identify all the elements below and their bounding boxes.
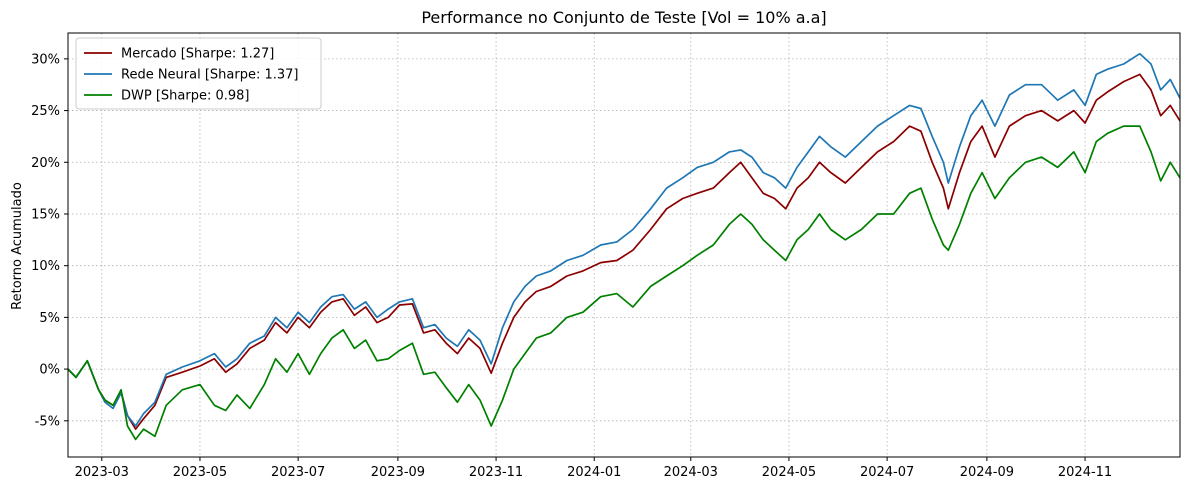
x-axis: 2023-03 2023-05 2023-07 2023-09 2023-11 2024-… bbox=[75, 457, 1112, 480]
legend-label: Mercado [Sharpe: 1.27] bbox=[121, 47, 274, 62]
x-tick-label: 2023-11 bbox=[469, 465, 523, 480]
x-tick-label: 2024-07 bbox=[860, 465, 914, 480]
y-tick-label: 30% bbox=[31, 52, 60, 67]
x-tick-label: 2024-11 bbox=[1058, 465, 1112, 480]
y-tick-label: 15% bbox=[31, 207, 60, 222]
chart-title: Performance no Conjunto de Teste [Vol = … bbox=[421, 8, 826, 27]
y-tick-label: 20% bbox=[31, 156, 60, 171]
x-tick-label: 2023-09 bbox=[371, 465, 425, 480]
x-tick-label: 2023-05 bbox=[173, 465, 227, 480]
x-tick-label: 2024-09 bbox=[960, 465, 1014, 480]
y-axis: -5% 0% 5% 10% 15% 20% 25% 30% bbox=[31, 52, 68, 429]
y-axis-label: Retorno Acumulado bbox=[10, 182, 25, 310]
series-line bbox=[67, 73, 1181, 430]
legend: Mercado [Sharpe: 1.27] Rede Neural [Sharp… bbox=[75, 37, 322, 110]
x-tick-label: 2023-03 bbox=[75, 465, 129, 480]
y-tick-label: 25% bbox=[31, 104, 60, 119]
plot-frame bbox=[67, 32, 1181, 458]
series-line bbox=[67, 125, 1181, 441]
y-tick-label: 10% bbox=[31, 259, 60, 274]
grid bbox=[68, 33, 1180, 457]
series-lines bbox=[67, 52, 1181, 441]
y-tick-label: 5% bbox=[39, 311, 60, 326]
x-tick-label: 2023-07 bbox=[271, 465, 325, 480]
x-tick-label: 2024-05 bbox=[762, 465, 816, 480]
y-tick-label: 0% bbox=[39, 363, 60, 378]
series-line bbox=[67, 52, 1181, 427]
legend-box bbox=[75, 37, 322, 110]
legend-label: Rede Neural [Sharpe: 1.37] bbox=[121, 68, 299, 83]
y-tick-label: -5% bbox=[35, 414, 60, 429]
legend-label: DWP [Sharpe: 0.98] bbox=[121, 89, 250, 104]
x-tick-label: 2024-01 bbox=[567, 465, 621, 480]
x-tick-label: 2024-03 bbox=[664, 465, 718, 480]
